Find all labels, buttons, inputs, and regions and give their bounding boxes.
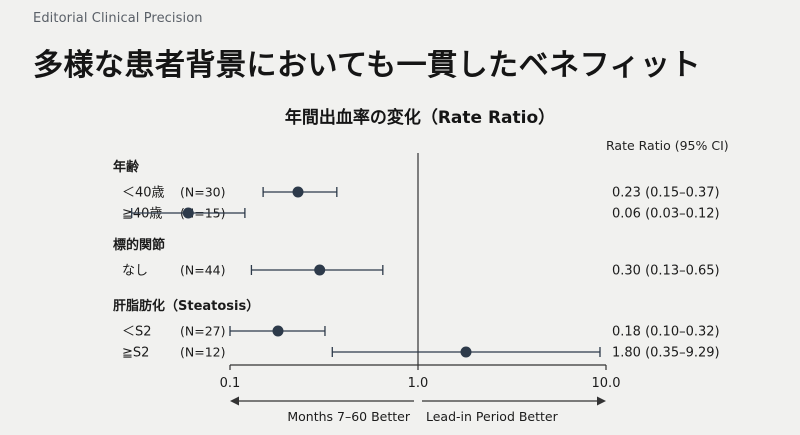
row-label: なし <box>122 264 148 279</box>
group-label: 標的関節 <box>113 237 165 253</box>
page-headline: 多様な患者背景においても一貫したベネフィット <box>33 48 701 83</box>
x-tick-label: 10.0 <box>592 376 621 391</box>
estimate-point <box>292 186 304 198</box>
direction-right-label: Lead-in Period Better <box>426 409 559 424</box>
row-label: ≧S2 <box>122 346 149 361</box>
estimate-point <box>314 264 326 276</box>
estimate-point <box>182 207 194 219</box>
group-label: 肝脂肪化（Steatosis） <box>113 298 259 314</box>
estimate-point <box>460 346 472 358</box>
estimate-point <box>272 325 284 337</box>
x-tick-label: 0.1 <box>220 376 241 391</box>
row-n-label: (N=44) <box>180 263 225 278</box>
ci-value: 0.23 (0.15–0.37) <box>612 186 720 201</box>
ci-value: 1.80 (0.35–9.29) <box>612 346 720 361</box>
brand-label: Editorial Clinical Precision <box>33 11 203 26</box>
row-n-label: (N=30) <box>180 185 225 200</box>
left-arrow-head <box>230 396 239 406</box>
row-n-label: (N=27) <box>180 324 225 339</box>
right-arrow-head <box>597 396 606 406</box>
row-label: ≧40歳 <box>122 207 162 222</box>
ci-header: Rate Ratio (95% CI) <box>606 138 729 153</box>
ci-value: 0.30 (0.13–0.65) <box>612 264 720 279</box>
row-n-label: (N=12) <box>180 345 225 360</box>
row-label: ＜40歳 <box>122 186 165 201</box>
ci-value: 0.18 (0.10–0.32) <box>612 325 720 340</box>
ci-value: 0.06 (0.03–0.12) <box>612 207 720 222</box>
row-label: ＜S2 <box>122 325 152 340</box>
direction-left-label: Months 7–60 Better <box>287 409 411 424</box>
group-label: 年齢 <box>113 159 140 175</box>
x-tick-label: 1.0 <box>408 376 429 391</box>
chart-title: 年間出血率の変化（Rate Ratio） <box>284 108 556 128</box>
